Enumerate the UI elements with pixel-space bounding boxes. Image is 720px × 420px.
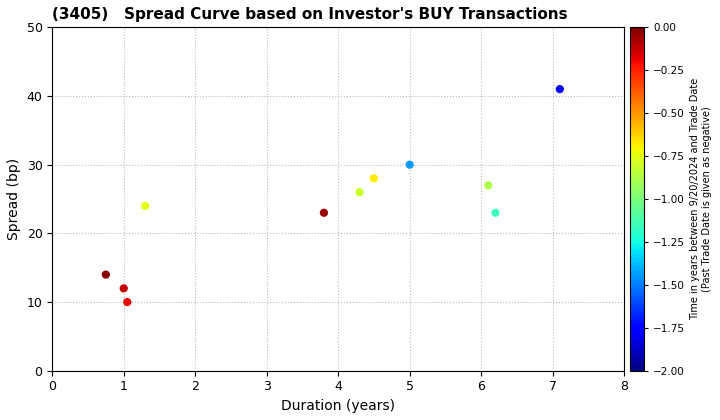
Text: (3405)   Spread Curve based on Investor's BUY Transactions: (3405) Spread Curve based on Investor's … [53,7,568,22]
Point [490,210,501,216]
Point [118,285,130,292]
Point [318,210,330,216]
Point [482,182,494,189]
Point [404,161,415,168]
X-axis label: Duration (years): Duration (years) [282,399,395,413]
Y-axis label: Spread (bp): Spread (bp) [7,158,21,240]
Point [354,189,365,196]
Point [368,175,379,182]
Point [100,271,112,278]
Point [140,202,151,209]
Point [554,86,566,92]
Y-axis label: Time in years between 9/20/2024 and Trade Date
(Past Trade Date is given as nega: Time in years between 9/20/2024 and Trad… [690,78,712,320]
Point [122,299,133,305]
